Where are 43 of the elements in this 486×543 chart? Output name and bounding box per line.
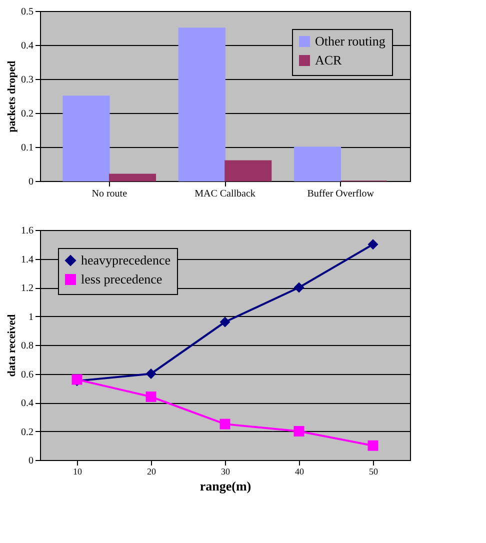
x-tick-label: MAC Callback [194, 188, 256, 200]
point [368, 440, 378, 451]
y-tick-label: 0.4 [21, 40, 34, 52]
bar [294, 146, 342, 182]
x-tick-label: Buffer Overflow [307, 188, 375, 200]
bar [178, 28, 226, 182]
point [146, 392, 156, 402]
legend-label: ACR [315, 52, 342, 68]
x-tick-label: 40 [295, 466, 304, 476]
point [368, 239, 378, 250]
y-tick-label: 0.1 [21, 142, 34, 154]
y-tick-label: 0.4 [21, 398, 34, 409]
x-tick-label: 20 [147, 466, 156, 476]
x-tick-label: 50 [369, 466, 378, 476]
legend-label: heavyprecedence [81, 252, 171, 268]
bar [62, 96, 110, 182]
x-axis-title: range(m) [200, 478, 252, 494]
point [294, 282, 304, 293]
y-tick-label: 0 [28, 456, 34, 466]
point [294, 426, 304, 436]
y-tick-label: 1.4 [21, 254, 34, 266]
point [146, 368, 156, 379]
x-tick-label: No route [92, 188, 128, 200]
legend-label: Other routing [315, 34, 386, 48]
point [220, 418, 230, 430]
x-tick-label: 10 [73, 466, 82, 476]
x-tick-label: 30 [221, 466, 230, 476]
y-tick-label: 0 [28, 176, 34, 188]
point [220, 316, 230, 328]
y-axis-title: data received [6, 314, 18, 377]
y-tick-label: 0.2 [21, 426, 34, 438]
y-axis-title: packets droped [6, 60, 18, 132]
y-tick-label: 0.3 [21, 74, 34, 86]
y-tick-label: 1.2 [21, 283, 34, 294]
y-tick-label: 1 [28, 312, 34, 323]
y-tick-label: 0.6 [21, 369, 34, 380]
y-tick-label: 0.2 [21, 108, 34, 120]
bar [108, 174, 156, 182]
y-tick-label: 1.6 [21, 226, 34, 236]
y-tick-label: 0.8 [21, 340, 34, 352]
bar [224, 160, 272, 182]
y-tick-label: 0.5 [21, 6, 34, 18]
legend-label: less precedence [81, 272, 162, 286]
